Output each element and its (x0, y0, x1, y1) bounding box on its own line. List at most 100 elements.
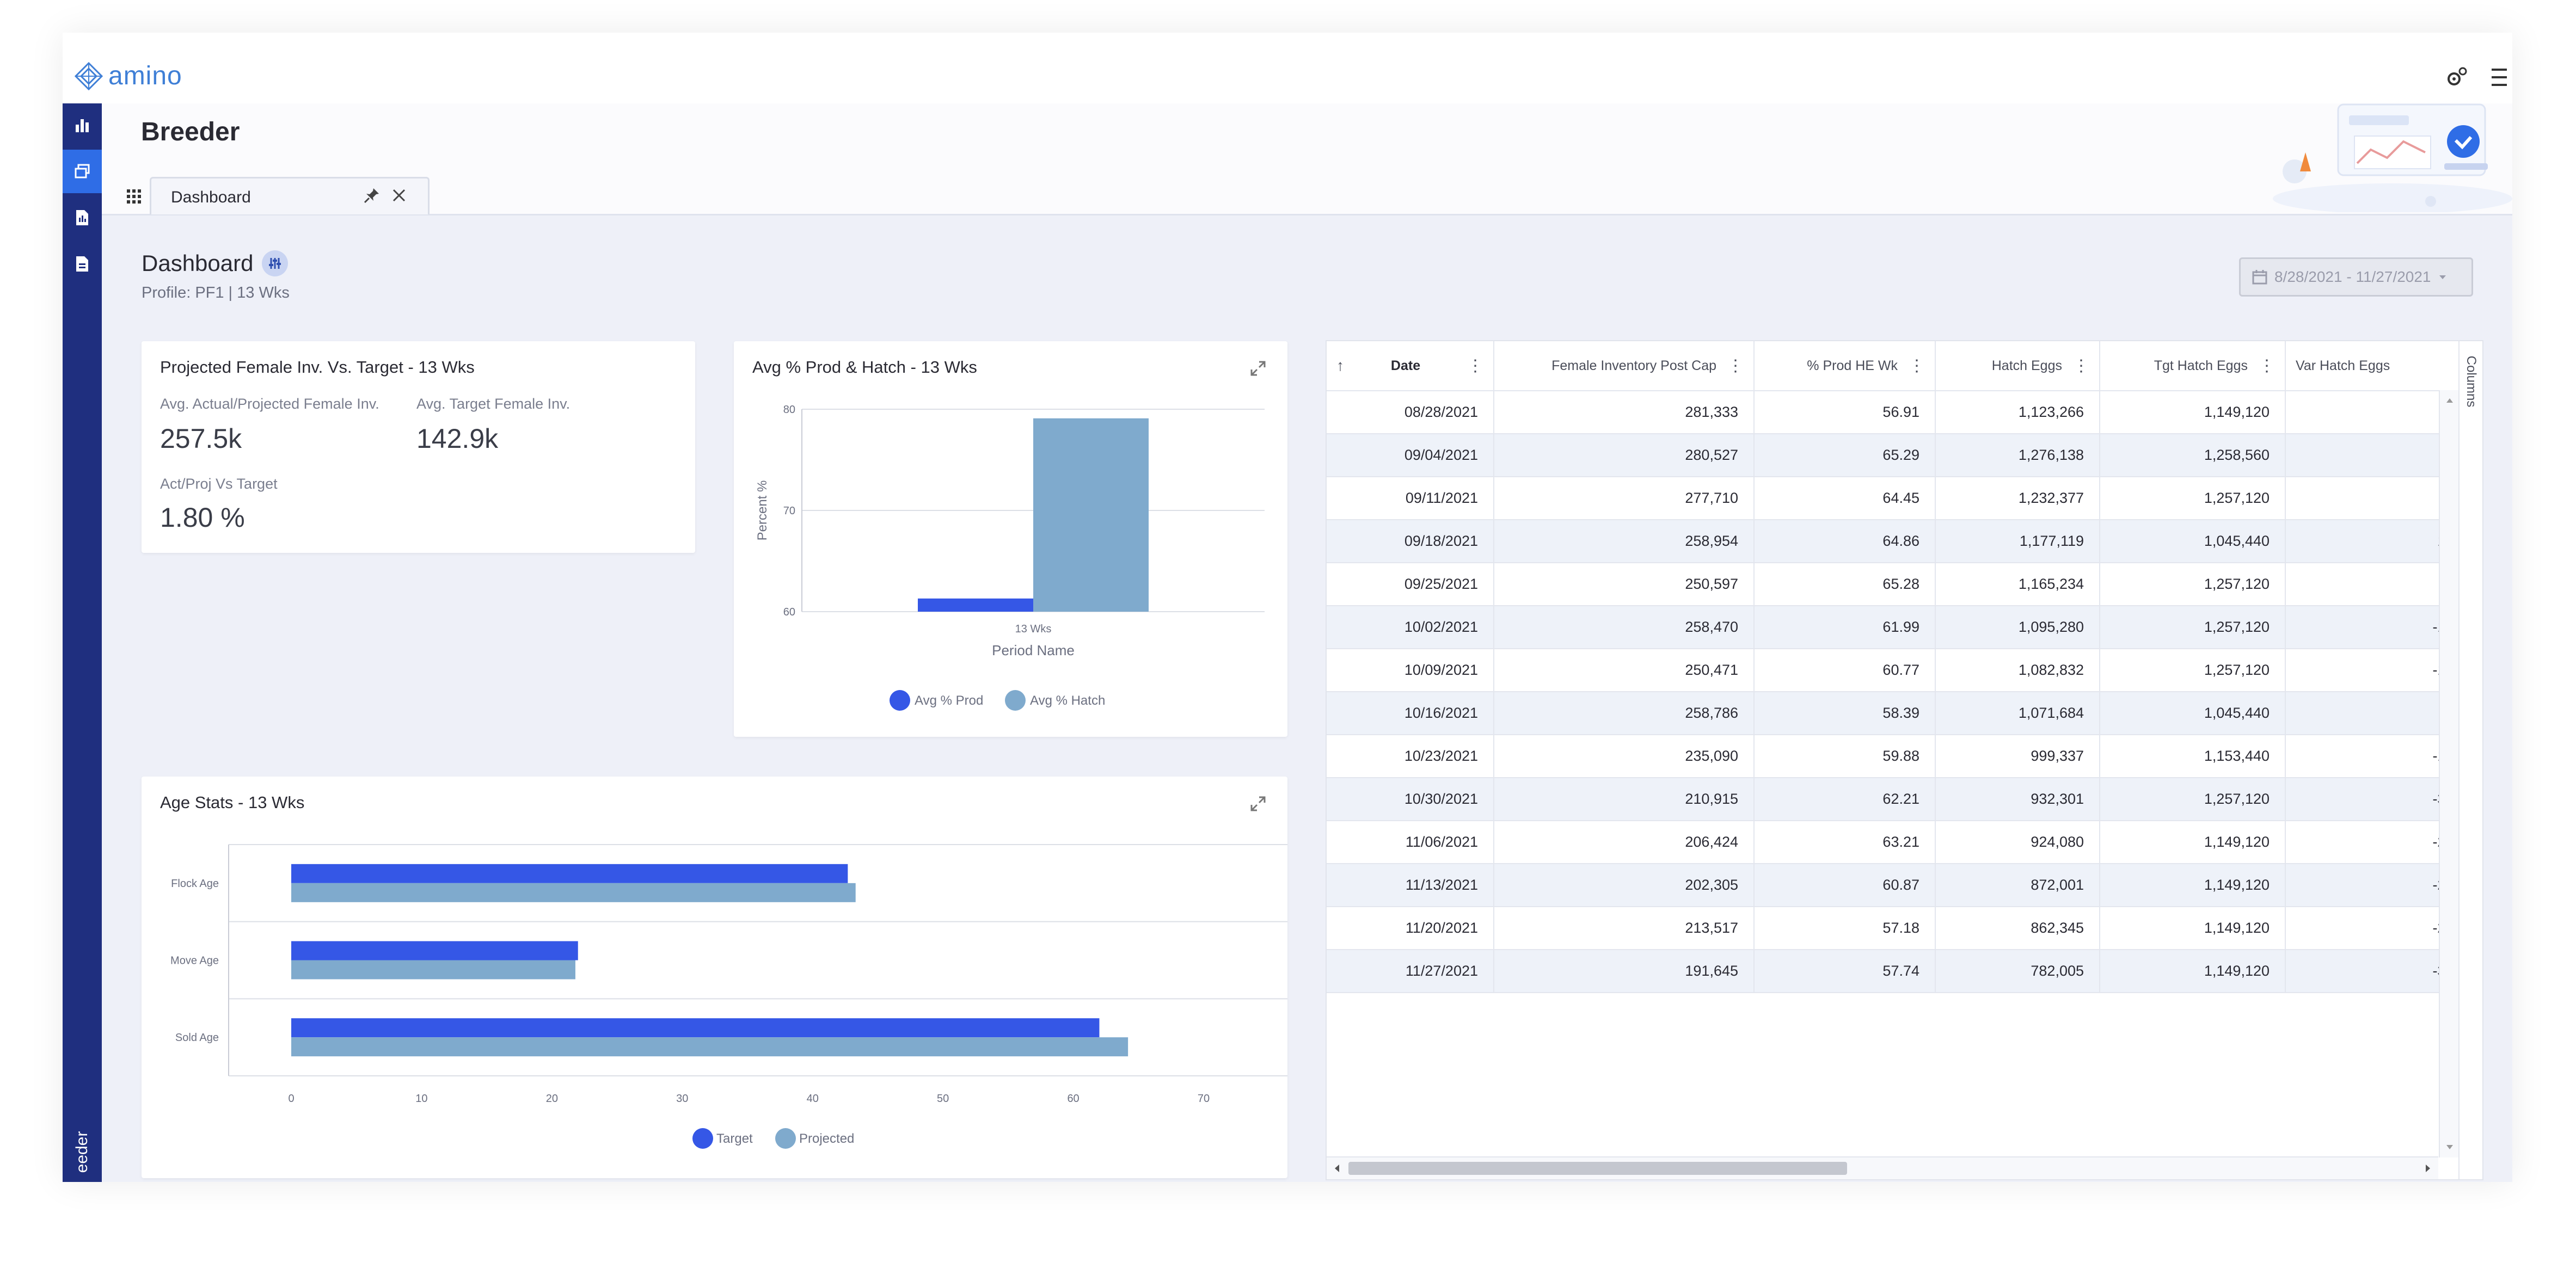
table-cell[interactable]: 999,337 (1935, 735, 2100, 778)
table-cell[interactable]: 59.88 (1754, 735, 1936, 778)
table-cell[interactable]: 10/02/2021 (1327, 606, 1494, 649)
table-cell[interactable]: 09/11/2021 (1327, 477, 1494, 520)
table-cell[interactable]: 65.28 (1754, 563, 1936, 606)
table-row[interactable]: 11/13/2021202,30560.87872,0011,149,120-2… (1327, 864, 2475, 907)
table-cell[interactable]: 11/20/2021 (1327, 907, 1494, 950)
table-cell[interactable]: 235,090 (1494, 735, 1755, 778)
table-cell[interactable]: 1,082,832 (1935, 649, 2100, 692)
table-cell[interactable]: 1,045,440 (2100, 692, 2286, 735)
horizontal-scrollbar[interactable] (1327, 1156, 2438, 1179)
close-icon[interactable] (390, 186, 408, 205)
table-cell[interactable]: 1,257,120 (2100, 477, 2286, 520)
pin-icon[interactable] (363, 186, 381, 205)
table-cell[interactable]: 202,305 (1494, 864, 1755, 907)
table-cell[interactable]: 11/13/2021 (1327, 864, 1494, 907)
table-row[interactable]: 10/30/2021210,91562.21932,3011,257,120-3… (1327, 778, 2475, 821)
tab-dashboard[interactable]: Dashboard (150, 177, 430, 214)
table-cell[interactable]: 258,470 (1494, 606, 1755, 649)
table-row[interactable]: 10/09/2021 250,471 60.77 1,082,832 1,257,120… (1327, 649, 2475, 692)
table-cell[interactable]: 11/27/2021 (1327, 950, 1494, 993)
table-cell[interactable]: 1,149,120 (2100, 821, 2286, 864)
table-cell[interactable]: 64.45 (1754, 477, 1936, 520)
table-row[interactable]: 11/06/2021206,42463.21924,0801,149,120-2… (1327, 821, 2475, 864)
table-cell[interactable]: 280,527 (1494, 434, 1755, 477)
table-cell[interactable]: 782,005 (1935, 950, 2100, 993)
table-cell[interactable]: 09/04/2021 (1327, 434, 1494, 477)
table-cell[interactable]: 258,786 (1494, 692, 1755, 735)
table-cell[interactable]: 1,257,120 (2100, 778, 2286, 821)
table-cell[interactable]: 1,123,266 (1935, 391, 2100, 434)
table-cell[interactable]: 1,257,120 (2100, 563, 2286, 606)
columns-side-panel-tab[interactable]: Columns (2458, 341, 2482, 1179)
table-cell[interactable]: 872,001 (1935, 864, 2100, 907)
table-row[interactable]: 10/02/2021 258,470 61.99 1,095,280 1,257,120… (1327, 606, 2475, 649)
table-cell[interactable]: 10/23/2021 (1327, 735, 1494, 778)
scroll-left-icon[interactable] (1329, 1157, 1345, 1179)
table-cell[interactable]: 09/25/2021 (1327, 563, 1494, 606)
table-cell[interactable]: 1,232,377 (1935, 477, 2100, 520)
table-cell[interactable]: 1,071,684 (1935, 692, 2100, 735)
table-cell[interactable]: 210,915 (1494, 778, 1755, 821)
table-cell[interactable]: 1,095,280 (1935, 606, 2100, 649)
filter-button[interactable] (262, 250, 289, 276)
table-cell[interactable]: 1,257,120 (2100, 606, 2286, 649)
table-cell[interactable]: 277,710 (1494, 477, 1755, 520)
expand-icon[interactable] (1249, 795, 1267, 812)
table-row[interactable]: 09/18/2021 258,954 64.86 1,177,119 1,045,440… (1327, 520, 2475, 563)
table-cell[interactable]: 57.74 (1754, 950, 1936, 993)
table-cell[interactable]: 191,645 (1494, 950, 1755, 993)
table-cell[interactable]: 09/18/2021 (1327, 520, 1494, 563)
table-cell[interactable]: 10/16/2021 (1327, 692, 1494, 735)
table-row[interactable]: 09/25/2021 250,597 65.28 1,165,234 1,257,120… (1327, 563, 2475, 606)
table-row[interactable]: 10/23/2021235,09059.88999,3371,153,440-1… (1327, 735, 2475, 778)
column-header-tgt-hatch-eggs[interactable]: Tgt Hatch Eggs ⋮ (2100, 341, 2286, 391)
table-cell[interactable]: 1,153,440 (2100, 735, 2286, 778)
table-cell[interactable]: 58.39 (1754, 692, 1936, 735)
horizontal-scroll-thumb[interactable] (1348, 1162, 1847, 1175)
scroll-down-icon[interactable] (2440, 1139, 2460, 1155)
sidebar-item-dashboards[interactable] (63, 150, 102, 193)
table-cell[interactable]: 206,424 (1494, 821, 1755, 864)
table-row[interactable]: 09/11/2021 277,710 64.45 1,232,377 1,257,120… (1327, 477, 2475, 520)
table-cell[interactable]: 924,080 (1935, 821, 2100, 864)
table-cell[interactable]: 1,045,440 (2100, 520, 2286, 563)
column-menu-icon[interactable]: ⋮ (1467, 356, 1483, 375)
apps-grid-button[interactable] (118, 178, 150, 214)
table-cell[interactable]: 1,165,234 (1935, 563, 2100, 606)
table-cell[interactable]: 60.87 (1754, 864, 1936, 907)
table-cell[interactable]: 57.18 (1754, 907, 1936, 950)
table-cell[interactable]: 258,954 (1494, 520, 1755, 563)
column-menu-icon[interactable]: ⋮ (1909, 356, 1925, 375)
table-cell[interactable]: 56.91 (1754, 391, 1936, 434)
date-range-picker[interactable]: 8/28/2021 - 11/27/2021 (2239, 257, 2473, 297)
table-cell[interactable]: 10/30/2021 (1327, 778, 1494, 821)
table-cell[interactable]: 932,301 (1935, 778, 2100, 821)
vertical-scrollbar[interactable] (2439, 390, 2460, 1157)
table-cell[interactable]: 1,149,120 (2100, 950, 2286, 993)
column-header-hatch-eggs[interactable]: Hatch Eggs ⋮ (1935, 341, 2100, 391)
table-cell[interactable]: 08/28/2021 (1327, 391, 1494, 434)
table-cell[interactable]: 1,177,119 (1935, 520, 2100, 563)
table-cell[interactable]: 1,149,120 (2100, 864, 2286, 907)
sidebar-item-analytics[interactable] (63, 103, 102, 147)
column-menu-icon[interactable]: ⋮ (2073, 356, 2089, 375)
table-cell[interactable]: 61.99 (1754, 606, 1936, 649)
sidebar-item-documents[interactable] (63, 242, 102, 286)
table-row[interactable]: 11/20/2021213,51757.18862,3451,149,120-2… (1327, 907, 2475, 950)
table-cell[interactable]: 1,149,120 (2100, 907, 2286, 950)
table-cell[interactable]: 65.29 (1754, 434, 1936, 477)
table-row[interactable]: 08/28/2021 281,333 56.91 1,123,266 1,149,120… (1327, 391, 2475, 434)
table-cell[interactable]: 1,257,120 (2100, 649, 2286, 692)
table-cell[interactable]: 250,471 (1494, 649, 1755, 692)
column-menu-icon[interactable]: ⋮ (2259, 356, 2275, 375)
sort-ascending-icon[interactable]: ↑ (1336, 357, 1344, 374)
table-cell[interactable]: 1,258,560 (2100, 434, 2286, 477)
table-cell[interactable]: 60.77 (1754, 649, 1936, 692)
table-row[interactable]: 10/16/2021 258,786 58.39 1,071,684 1,045,440… (1327, 692, 2475, 735)
table-cell[interactable]: 281,333 (1494, 391, 1755, 434)
table-cell[interactable]: 250,597 (1494, 563, 1755, 606)
table-cell[interactable]: 64.86 (1754, 520, 1936, 563)
table-cell[interactable]: 63.21 (1754, 821, 1936, 864)
table-cell[interactable]: 1,149,120 (2100, 391, 2286, 434)
table-cell[interactable]: 11/06/2021 (1327, 821, 1494, 864)
